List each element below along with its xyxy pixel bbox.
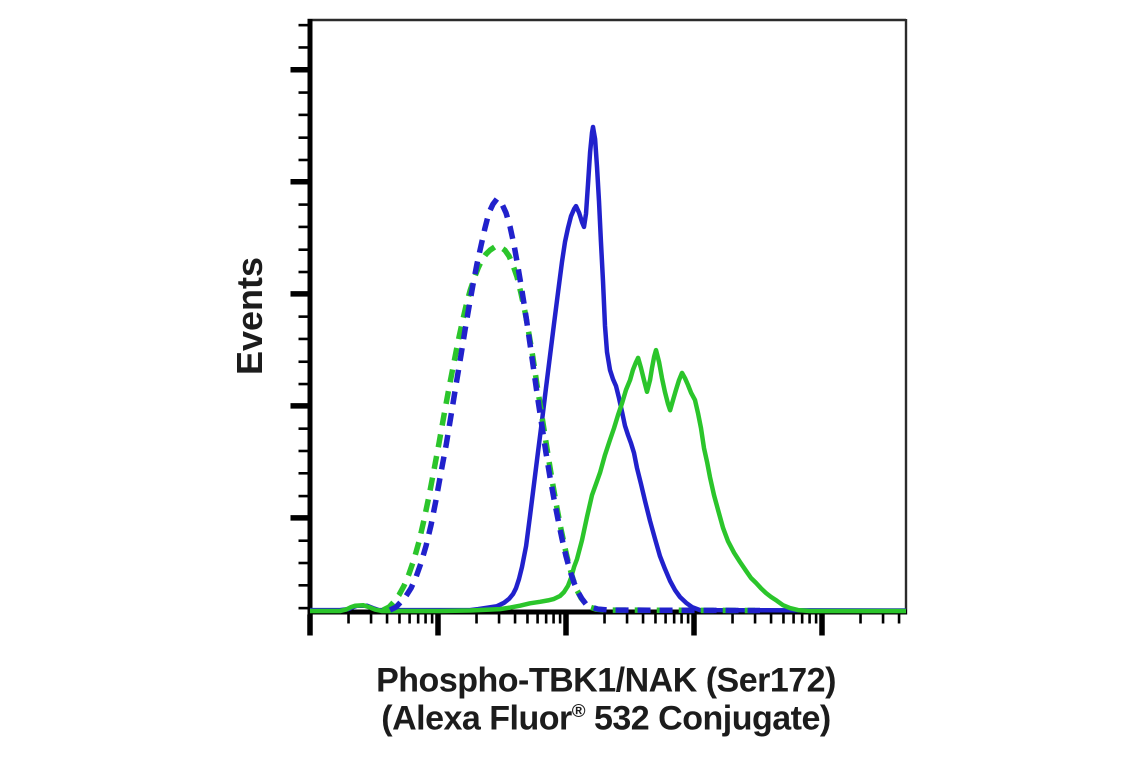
x-axis-ticks — [307, 614, 901, 636]
x-axis-label-line2-pre: (Alexa Fluor — [381, 699, 572, 738]
x-axis-label-line2: (Alexa Fluor® 532 Conjugate) — [381, 699, 831, 739]
curve-histogram-green-solid — [310, 347, 906, 614]
curve-histogram-blue-solid — [310, 124, 907, 613]
registered-trademark-symbol: ® — [571, 700, 586, 722]
histogram-curves — [310, 124, 907, 614]
y-axis-ticks — [290, 23, 308, 610]
x-axis-label-line1: Phospho-TBK1/NAK (Ser172) — [376, 661, 836, 700]
y-axis-label: Events — [229, 256, 270, 376]
axes-frame — [307, 18, 908, 615]
x-axis-label-line2-post: 532 Conjugate) — [585, 699, 831, 738]
curve-histogram-blue-dashed — [388, 196, 761, 614]
